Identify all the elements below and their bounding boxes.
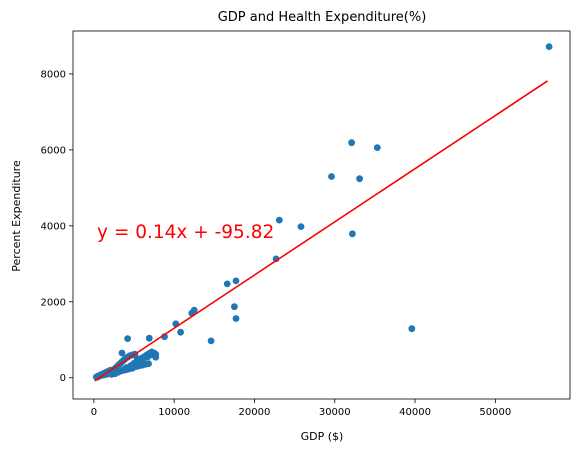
data-point [328, 173, 335, 180]
data-point [190, 306, 198, 314]
data-point [232, 315, 240, 322]
x-tick-label: 40000 [399, 407, 431, 418]
data-point [145, 360, 152, 368]
data-point [272, 255, 280, 263]
data-point [223, 280, 231, 288]
regression-line-layer [94, 80, 548, 382]
data-point [177, 328, 185, 336]
data-point [207, 337, 215, 345]
data-point [348, 139, 355, 147]
data-point [232, 277, 240, 285]
plot-area [73, 31, 570, 399]
data-point [356, 175, 363, 183]
y-tick-label: 2000 [41, 297, 66, 308]
y-tick-label: 8000 [41, 69, 66, 80]
regression-line [94, 80, 548, 382]
x-tick-label: 10000 [158, 407, 190, 418]
data-point [349, 230, 356, 238]
y-axis-label: Percent Expenditure [10, 160, 23, 272]
x-tick-label: 50000 [479, 407, 511, 418]
data-point [231, 303, 238, 311]
data-point [373, 144, 381, 152]
y-tick-label: 6000 [41, 145, 66, 156]
data-point [152, 353, 160, 361]
data-point [408, 325, 416, 333]
axes-layer: 0 10000 20000 30000 40000 50000 0 2000 4000 6000 8… [41, 30, 571, 418]
chart-title: GDP and Health Expenditure(%) [218, 10, 427, 25]
x-tick-label: 0 [91, 407, 97, 418]
data-point [275, 216, 283, 224]
x-axis-label: GDP ($) [301, 430, 344, 443]
data-point [145, 334, 153, 342]
data-point [545, 43, 553, 50]
plot-background [73, 31, 570, 399]
regression-equation: y = 0.14x + -95.82 [97, 222, 274, 243]
data-point [118, 349, 126, 357]
y-tick-label: 0 [60, 373, 66, 384]
plot-frame [72, 30, 571, 400]
data-point [297, 223, 305, 231]
y-tick-label: 4000 [41, 221, 66, 232]
x-tick-label: 30000 [319, 407, 351, 418]
x-tick-label: 20000 [239, 407, 271, 418]
data-point [124, 335, 131, 342]
